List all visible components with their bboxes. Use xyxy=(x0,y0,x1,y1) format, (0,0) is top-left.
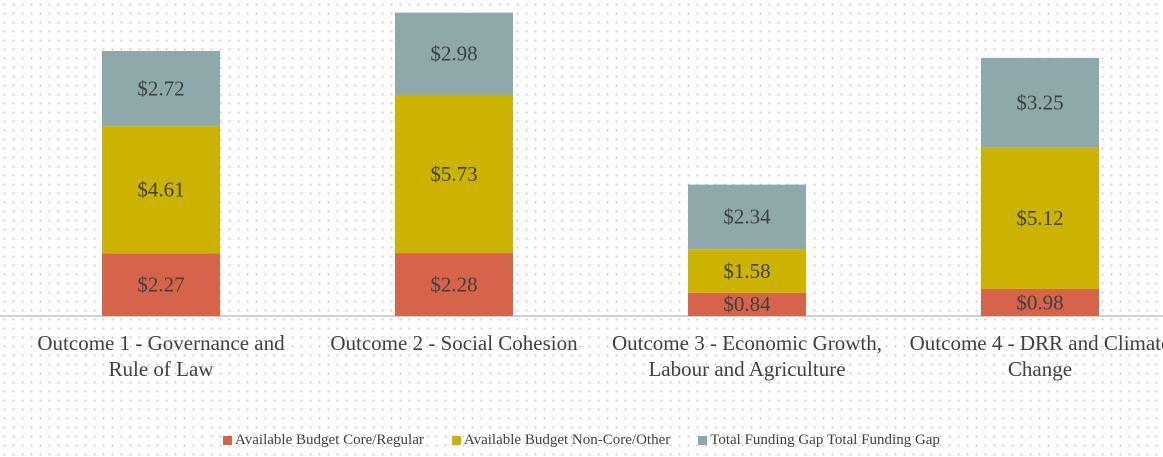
bar-segment xyxy=(688,184,806,250)
bar-segment xyxy=(981,288,1099,316)
data-label: $0.98 xyxy=(1016,290,1063,314)
bar-segment xyxy=(981,147,1099,289)
legend-item: Total Funding Gap Total Funding Gap xyxy=(698,432,940,449)
legend-swatch xyxy=(698,436,708,445)
bar-segment xyxy=(395,94,513,254)
bar-segment xyxy=(981,57,1099,148)
data-label: $2.27 xyxy=(137,272,184,296)
legend-label: Available Budget Non-Core/Other xyxy=(463,432,671,448)
bar-segment xyxy=(395,253,513,316)
bar-segment xyxy=(395,12,513,95)
bar-segment xyxy=(102,51,220,127)
data-label: $3.25 xyxy=(1016,91,1063,115)
data-label: $0.84 xyxy=(723,292,771,316)
x-tick-label: Outcome 3 - Economic Growth, Labour and … xyxy=(611,331,883,381)
data-label: $1.58 xyxy=(723,259,770,283)
legend-label: Total Funding Gap Total Funding Gap xyxy=(710,432,940,448)
data-label: $2.28 xyxy=(430,272,477,296)
data-label: $2.98 xyxy=(430,42,477,66)
legend-item: Available Budget Core/Regular xyxy=(223,432,424,449)
x-tick-label: Outcome 4 - DRR and Climate Change xyxy=(909,331,1163,381)
bar-segment xyxy=(102,126,220,254)
x-tick-label: Outcome 2 - Social Cohesion xyxy=(330,331,578,355)
bar-segment xyxy=(102,253,220,316)
x-tick-label: Outcome 1 - Governance and Rule of Law xyxy=(37,331,285,381)
bar-segment xyxy=(688,249,806,293)
legend: Available Budget Core/Regular Available B… xyxy=(0,432,1163,449)
data-label: $2.34 xyxy=(723,205,771,229)
legend-label: Available Budget Core/Regular xyxy=(235,432,424,448)
bar-segment xyxy=(688,292,806,316)
data-label: $5.12 xyxy=(1016,206,1063,230)
legend-item: Available Budget Non-Core/Other xyxy=(451,432,671,449)
data-label: $2.72 xyxy=(137,76,184,100)
legend-swatch xyxy=(223,436,233,445)
legend-swatch xyxy=(451,436,461,445)
data-label: $4.61 xyxy=(137,178,184,202)
data-label: $5.73 xyxy=(430,162,477,186)
